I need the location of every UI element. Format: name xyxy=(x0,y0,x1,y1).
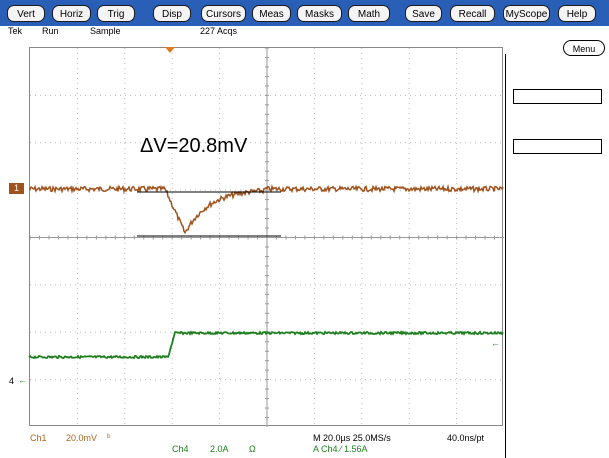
acq-mode: Sample xyxy=(90,26,121,36)
ch4-unit: Ω xyxy=(249,444,256,454)
menu-button-vert[interactable]: Vert xyxy=(7,5,45,22)
ch4-level-arrow-icon: ← xyxy=(18,375,27,385)
menu-button-math[interactable]: Math xyxy=(348,5,390,22)
ch1-scale: 20.0mV xyxy=(66,433,98,443)
menu-button-save[interactable]: Save xyxy=(405,5,442,22)
menu-button-recall[interactable]: Recall xyxy=(450,5,495,22)
menu-button-help[interactable]: Help xyxy=(558,5,596,22)
menu-button-horiz[interactable]: Horiz xyxy=(52,5,91,22)
record-length-readout: 40.0ns/pt xyxy=(447,433,485,443)
side-readout-box-1[interactable] xyxy=(513,89,602,104)
trigger-readout: A Ch4 ⁄ 1.56A xyxy=(313,444,368,454)
side-readout-box-2[interactable] xyxy=(513,139,602,154)
ch4-level-marker[interactable]: 4 xyxy=(9,376,15,386)
timebase-readout: M 20.0µs 25.0MS/s xyxy=(313,433,391,443)
menu-button-masks[interactable]: Masks xyxy=(297,5,342,22)
ch4-offset-arrow-icon: ← xyxy=(491,338,500,348)
panel-divider xyxy=(505,54,506,458)
acquisition-count: 227 Acqs xyxy=(200,26,238,36)
run-state: Run xyxy=(42,26,59,36)
ch4-scale: 2.0A xyxy=(210,444,229,454)
ch1-bandwidth-icon: ᵇ xyxy=(107,432,111,442)
menu-button-disp[interactable]: Disp xyxy=(153,5,191,22)
menu-button-meas[interactable]: Meas xyxy=(252,5,291,22)
scope-display xyxy=(29,47,504,427)
brand-label: Tek xyxy=(8,26,23,36)
ch1-level-marker[interactable]: 1 xyxy=(9,183,24,194)
ch4-label: Ch4 xyxy=(172,444,189,454)
menu-button[interactable]: Menu xyxy=(563,40,605,56)
delta-v-annotation: ΔV=20.8mV xyxy=(140,135,248,157)
ch1-label: Ch1 xyxy=(30,433,47,443)
menu-button-cursors[interactable]: Cursors xyxy=(201,5,246,22)
menu-button-myscope[interactable]: MyScope xyxy=(503,5,550,22)
graticule xyxy=(29,47,504,427)
menu-button-trig[interactable]: Trig xyxy=(97,5,135,22)
